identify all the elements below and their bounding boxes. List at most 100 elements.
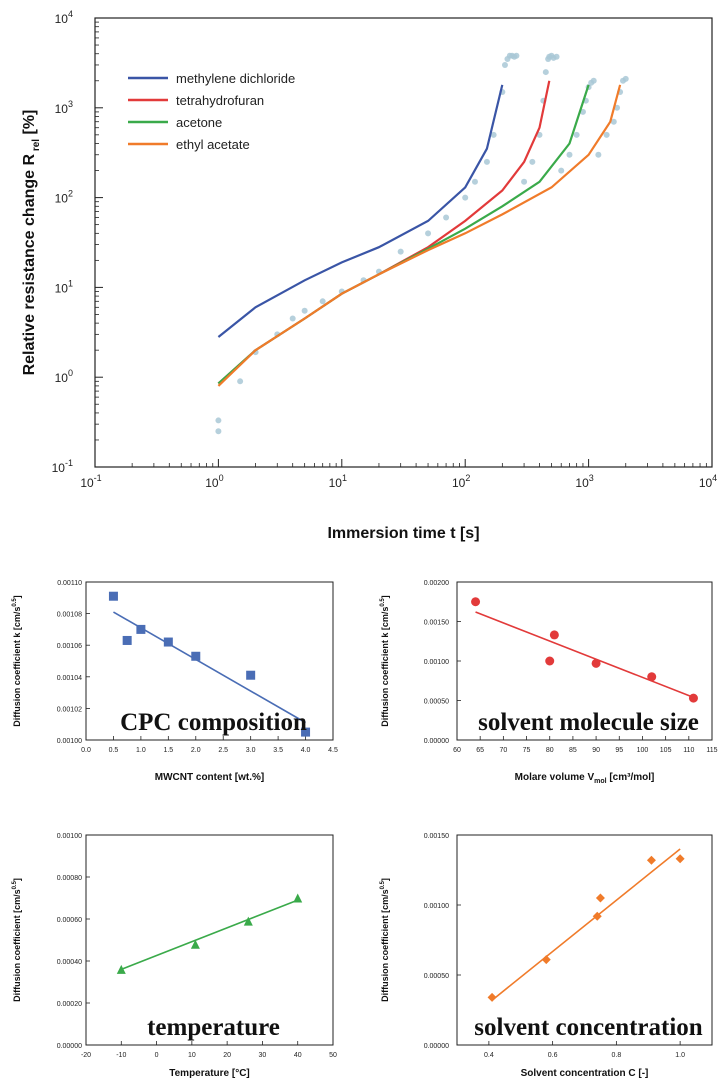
y-axis-label: Relative resistance change R rel [%] [21, 110, 42, 376]
y-tick-label: 0.00108 [57, 612, 82, 619]
y-tick-label: 104 [55, 9, 73, 26]
measured-data-point [542, 69, 549, 76]
y-axis-label: Diffusion coefficient [cm/s0.5] [380, 878, 390, 1002]
y-tick-label: 100 [55, 368, 73, 385]
x-tick-label: 0.6 [548, 1052, 558, 1059]
x-tick-label: 40 [294, 1052, 302, 1059]
measured-data-point [595, 151, 602, 158]
y-tick-label: 0.00060 [57, 917, 82, 924]
x-tick-label: 104 [699, 473, 717, 490]
x-tick-label: 65 [476, 747, 484, 754]
y-axis-label: Diffusion coefficient k [cm/s0.5] [12, 595, 22, 726]
data-point [108, 591, 118, 601]
x-tick-label: 95 [615, 747, 623, 754]
fit-line [120, 899, 299, 971]
measured-data-point [301, 307, 308, 314]
x-tick-label: 100 [637, 747, 649, 754]
measured-data-point [483, 158, 490, 165]
panel-frame [456, 834, 713, 1046]
measured-data-point [471, 178, 478, 185]
y-axis-label: Diffusion coefficient k [cm/s0.5] [380, 595, 390, 726]
data-point [545, 656, 555, 666]
x-tick-label: 1.0 [675, 1052, 685, 1059]
x-tick-label: 70 [499, 747, 507, 754]
x-axis-label: Solvent concentration C [-] [521, 1068, 649, 1079]
legend-entry: tetrahydrofuran [176, 93, 264, 108]
x-tick-label: 1.0 [136, 747, 146, 754]
x-tick-label: 85 [569, 747, 577, 754]
measured-data-point [462, 194, 469, 201]
x-tick-label: 115 [706, 747, 717, 754]
measured-data-point [553, 53, 560, 60]
x-tick-label: 30 [259, 1052, 267, 1059]
series-line-1 [217, 80, 551, 385]
measured-data-point [529, 158, 536, 165]
data-point [541, 955, 551, 965]
x-tick-label: 75 [523, 747, 531, 754]
panel-title: CPC composition [120, 709, 307, 736]
measured-data-point [590, 77, 597, 84]
x-tick-label: 80 [546, 747, 554, 754]
fit-line [113, 611, 306, 724]
y-tick-label: 101 [55, 278, 73, 295]
measured-data-point [610, 118, 617, 125]
y-tick-label: 0.00020 [57, 1001, 82, 1008]
data-point [136, 624, 146, 634]
y-tick-label: 0.00040 [57, 959, 82, 966]
x-tick-label: 10-1 [80, 473, 101, 490]
y-tick-label: 0.00150 [424, 620, 449, 627]
data-point [190, 939, 200, 949]
measured-data-point [289, 315, 296, 322]
x-tick-label: 20 [223, 1052, 231, 1059]
x-tick-label: 103 [575, 473, 593, 490]
x-tick-label: -20 [81, 1052, 91, 1059]
x-tick-label: 102 [452, 473, 470, 490]
measured-data-point [622, 75, 629, 82]
x-tick-label: 10 [188, 1052, 196, 1059]
x-tick-label: 0.0 [81, 747, 91, 754]
y-tick-label: 0.00104 [57, 675, 82, 682]
measured-data-point [443, 214, 450, 221]
panel-title: solvent concentration [474, 1014, 703, 1041]
measured-data-point [579, 108, 586, 115]
x-tick-label: 1.5 [163, 747, 173, 754]
x-tick-label: 0.5 [109, 747, 119, 754]
x-tick-label: 90 [592, 747, 600, 754]
measured-data-point [397, 248, 404, 255]
x-tick-label: -10 [116, 1052, 126, 1059]
data-point [116, 964, 126, 974]
y-tick-label: 0.00100 [57, 738, 82, 745]
x-tick-label: 60 [453, 747, 461, 754]
x-tick-label: 2.0 [191, 747, 201, 754]
panel-title: temperature [147, 1014, 280, 1041]
x-axis-label: Temperature [°C] [169, 1068, 250, 1079]
y-axis-label: Diffusion coefficient [cm/s0.5] [12, 878, 22, 1002]
data-point [246, 670, 256, 680]
y-tick-label: 0.00080 [57, 875, 82, 882]
y-tick-label: 0.00100 [57, 833, 82, 840]
data-point [675, 854, 685, 864]
x-tick-label: 105 [660, 747, 672, 754]
measured-data-point [215, 428, 222, 435]
y-tick-label: 0.00106 [57, 643, 82, 650]
measured-data-point [521, 178, 528, 185]
data-point [163, 637, 173, 647]
x-tick-label: 0.4 [484, 1052, 494, 1059]
y-tick-label: 102 [55, 189, 73, 206]
measured-data-point [603, 131, 610, 138]
measured-data-point [319, 298, 326, 305]
fit-line [475, 611, 694, 699]
data-point [301, 727, 311, 737]
measured-data-point [513, 52, 520, 59]
data-point [647, 672, 657, 682]
data-point [591, 658, 601, 668]
y-tick-label: 0.00110 [57, 580, 82, 587]
measured-data-point [501, 61, 508, 68]
legend-entry: acetone [176, 115, 222, 130]
y-tick-label: 0.00100 [424, 903, 449, 910]
x-tick-label: 100 [205, 473, 223, 490]
measured-data-point [237, 378, 244, 385]
measured-data-point [558, 167, 565, 174]
data-point [549, 630, 559, 640]
